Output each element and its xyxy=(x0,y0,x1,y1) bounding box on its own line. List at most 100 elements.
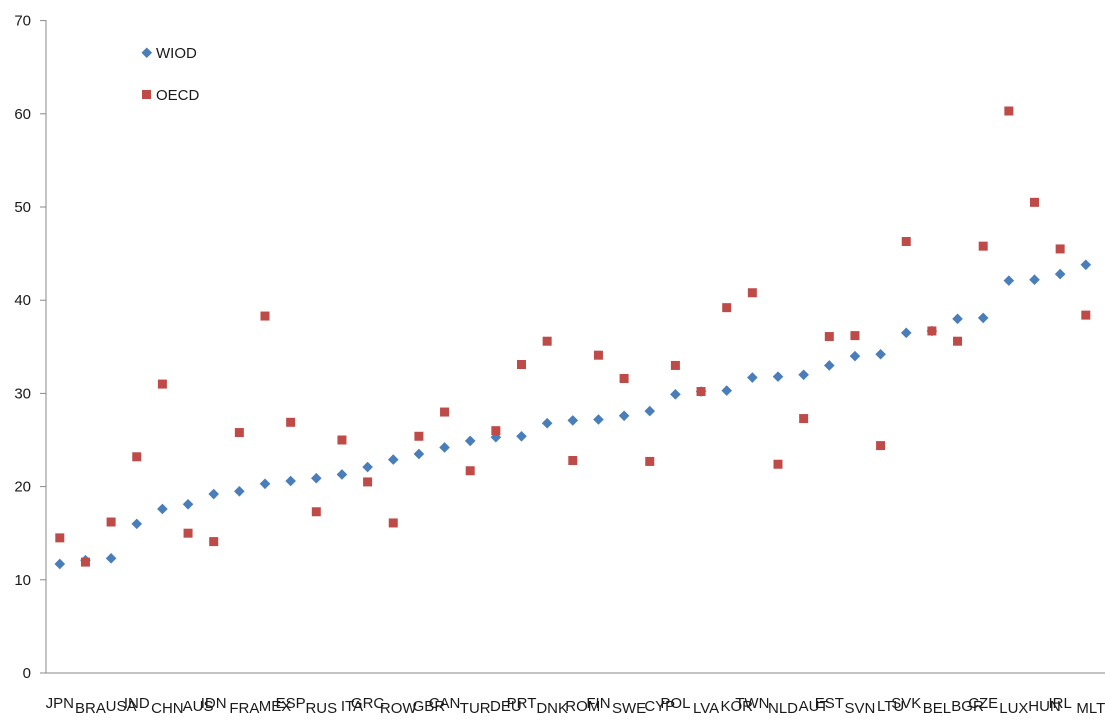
oecd-point xyxy=(850,331,860,341)
oecd-point xyxy=(1081,310,1091,320)
wiod-point xyxy=(1029,274,1040,285)
wiod-point xyxy=(541,417,553,429)
x-category-label: LUX xyxy=(999,700,1028,717)
x-category-label: RUS xyxy=(305,700,337,717)
x-category-label: BGR xyxy=(951,698,984,715)
wiod-point xyxy=(362,461,373,473)
x-category-label: MEX xyxy=(259,698,292,715)
wiod-point xyxy=(387,454,399,465)
y-axis: 0 10 20 30 40 50 60 70 xyxy=(14,13,47,682)
y-tick-label: 0 xyxy=(23,665,31,682)
oecd-point xyxy=(593,350,603,360)
y-tick-label: 40 xyxy=(14,292,31,309)
x-category-label: USA xyxy=(106,698,137,715)
oecd-point xyxy=(670,360,680,370)
oecd-point xyxy=(388,518,398,528)
x-category-label: TUR xyxy=(460,700,491,717)
y-tick-label: 20 xyxy=(14,479,31,496)
x-category-label: AUT xyxy=(799,698,829,715)
wiod-point xyxy=(1080,259,1092,271)
oecd-point xyxy=(157,379,167,389)
oecd-point xyxy=(55,533,65,543)
wiod-point xyxy=(952,313,963,325)
wiod-point xyxy=(1003,275,1015,286)
series-oecd xyxy=(55,106,1091,567)
wiod-point xyxy=(234,485,245,497)
oecd-point xyxy=(876,441,886,451)
x-category-label: KOR xyxy=(720,698,753,715)
x-category-label: CZE xyxy=(968,695,998,712)
oecd-point xyxy=(234,428,244,438)
oecd-point xyxy=(1055,244,1065,254)
oecd-point xyxy=(260,311,270,321)
oecd-point xyxy=(363,477,373,487)
wiod-point xyxy=(54,558,66,570)
x-category-label: TWN xyxy=(735,695,769,712)
x-category-label: ESP xyxy=(276,695,306,712)
oecd-point xyxy=(491,426,501,436)
x-category-label: SVN xyxy=(845,700,876,717)
y-tick-label: 30 xyxy=(14,385,31,402)
wiod-point xyxy=(336,469,348,480)
wiod-point xyxy=(567,415,579,426)
x-category-label: ROW xyxy=(380,700,418,717)
x-category-label: LVA xyxy=(693,700,719,717)
oecd-point xyxy=(440,407,450,417)
x-category-label: BEL xyxy=(923,700,951,717)
x-category-label: LTU xyxy=(877,698,904,715)
oecd-point xyxy=(799,414,809,424)
x-category-label: ITA xyxy=(341,698,363,715)
wiod-point xyxy=(823,360,835,371)
y-tick-label: 60 xyxy=(14,106,31,123)
wiod-point xyxy=(772,371,784,382)
wiod-point xyxy=(310,472,322,484)
wiod-point xyxy=(105,553,117,564)
wiod-point xyxy=(644,405,656,417)
oecd-point xyxy=(209,537,219,547)
oecd-point xyxy=(645,456,655,466)
x-category-label: NLD xyxy=(768,700,798,717)
x-category-label: CYP xyxy=(644,698,675,715)
x-category-label: SWE xyxy=(612,700,646,717)
x-category-label: SVK xyxy=(891,695,921,712)
x-category-label: ROM xyxy=(565,698,600,715)
x-category-label: CHN xyxy=(151,700,184,717)
x-category-label: EST xyxy=(815,695,844,712)
x-category-label: FRA xyxy=(229,700,259,717)
plot-area xyxy=(54,106,1092,570)
oecd-point xyxy=(286,417,296,427)
wiod-point xyxy=(157,503,168,515)
wiod-point xyxy=(208,488,220,500)
y-ticks: 0 10 20 30 40 50 60 70 xyxy=(14,13,46,682)
oecd-point xyxy=(722,303,732,313)
wiod-point xyxy=(182,499,194,510)
oecd-point xyxy=(696,387,706,397)
wiod-point xyxy=(900,327,912,339)
wiod-point xyxy=(798,369,809,381)
y-tick-label: 70 xyxy=(14,13,31,30)
wiod-point xyxy=(670,389,681,400)
oecd-point xyxy=(183,528,193,538)
x-category-label: DNK xyxy=(536,700,568,717)
oecd-point xyxy=(414,431,424,441)
oecd-point xyxy=(311,507,321,517)
oecd-point xyxy=(465,466,475,476)
oecd-point xyxy=(517,360,526,370)
legend-item-oecd: OECD xyxy=(142,87,200,104)
oecd-point xyxy=(106,517,116,527)
wiod-point xyxy=(721,385,733,396)
legend-marker-wiod xyxy=(141,47,153,59)
oecd-point xyxy=(132,452,142,462)
x-category-label: JPN xyxy=(46,695,74,712)
wiod-point xyxy=(593,414,604,425)
oecd-point xyxy=(337,435,347,445)
oecd-point xyxy=(619,373,629,383)
oecd-point xyxy=(1004,106,1014,116)
wiod-point xyxy=(285,475,296,487)
oecd-point xyxy=(953,336,963,346)
y-tick-label: 50 xyxy=(14,199,31,216)
x-category-label: FIN xyxy=(586,695,610,712)
wiod-point xyxy=(747,372,758,383)
wiod-point xyxy=(1054,268,1066,280)
x-category-label: CAN xyxy=(429,695,461,712)
